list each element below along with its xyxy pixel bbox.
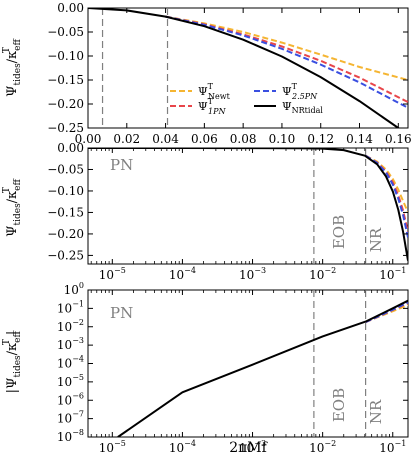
- x-tick-label: 0.12: [307, 132, 334, 146]
- y-axis-label-bottom: |Ψtides/κeffT|: [2, 330, 23, 393]
- y-tick-label: −0.05: [47, 162, 84, 176]
- region-label-pn-middle: PN: [110, 156, 133, 174]
- region-label-eob-middle: EOB: [330, 215, 348, 249]
- y-tick-label: 10−1: [57, 299, 84, 315]
- x-tick-label: 0.02: [113, 132, 140, 146]
- region-label-nr-middle: NR: [367, 227, 385, 252]
- y-tick-label: 0.00: [57, 1, 84, 15]
- y-tick-label: 0.00: [57, 141, 84, 155]
- x-tick-label: 0.04: [152, 132, 179, 146]
- y-axis-label-top: Ψtides/κeffT: [2, 38, 23, 96]
- y-tick-label: 10−4: [57, 355, 84, 371]
- x-tick-label: 10−1: [379, 439, 406, 455]
- region-label-eob-bottom: EOB: [330, 388, 348, 422]
- y-tick-label: 10−3: [57, 336, 84, 352]
- y-tick-label: −0.15: [47, 73, 84, 87]
- series-line-nrtidal: [88, 148, 408, 261]
- y-tick-label: 10−5: [57, 373, 84, 389]
- legend-label-1pn: ΨT 1PN: [198, 97, 226, 116]
- panel-top: 0.00 0.02 0.04 0.06 0.08 0.10 0.12 0.14 0.16 0.00…: [2, 1, 412, 146]
- series-line-2.5pn: [365, 154, 408, 238]
- x-tick-label: 10−4: [169, 439, 196, 455]
- region-label-pn-bottom: PN: [110, 304, 133, 322]
- x-tick-label: 0.14: [346, 132, 373, 146]
- x-tick-label: 10−5: [99, 266, 126, 282]
- x-tick-label: 0.16: [385, 132, 412, 146]
- x-tick-label: 10−3: [239, 439, 266, 455]
- y-axis-label-middle: Ψtides/κeffT: [2, 178, 23, 236]
- series-line-nrtidal: [117, 299, 408, 437]
- x-tick-label: 0.00: [75, 132, 102, 146]
- panel-bottom: 10−5 10−4 10−3 10−2 10−1 100 10−1 10−2 10−3 10−4 1…: [2, 281, 409, 455]
- series-line-2.5pn: [165, 15, 408, 109]
- y-tick-label: −0.10: [47, 184, 84, 198]
- x-tick-label: 0.10: [269, 132, 296, 146]
- legend-label-2.5pn: ΨT 2.5PN: [282, 82, 318, 101]
- y-tick-label: −0.20: [47, 97, 84, 111]
- plot-frame-bottom: [87, 289, 409, 438]
- x-tick-label: 0.06: [191, 132, 218, 146]
- y-tick-label: −0.25: [47, 121, 84, 135]
- series-line-nrtidal: [88, 8, 401, 128]
- region-label-nr-bottom: NR: [367, 399, 385, 424]
- legend: ΨT Newt ΨT 1PN ΨT 2.5PN ΨNRtidal: [170, 82, 323, 116]
- y-tick-label: −0.05: [47, 25, 84, 39]
- x-tick-label: 0.08: [230, 132, 257, 146]
- x-tick-label: 10−5: [99, 439, 126, 455]
- panel-middle: 10−5 10−4 10−3 10−2 10−1 0.00 −0.05 −0.10 −0.15 −…: [2, 141, 409, 282]
- y-tick-label: 100: [64, 281, 84, 297]
- legend-label-nrtidal: ΨNRtidal: [282, 100, 323, 115]
- y-tick-label: 10−6: [57, 391, 84, 407]
- x-tick-label: 10−1: [379, 266, 406, 282]
- plot-frame-top: [87, 7, 409, 129]
- legend-label-newt: ΨT Newt: [198, 82, 231, 101]
- y-tick-label: −0.10: [47, 49, 84, 63]
- series-line-2.5pn: [365, 301, 408, 324]
- plot-frame-middle: [87, 147, 409, 265]
- series-line-newt: [365, 154, 408, 213]
- y-tick-label: 10−7: [57, 410, 84, 426]
- y-tick-label: −0.15: [47, 205, 84, 219]
- x-tick-label: 10−4: [169, 266, 196, 282]
- y-tick-label: −0.20: [47, 227, 84, 241]
- x-tick-label: 10−3: [239, 266, 266, 282]
- y-tick-label: 10−8: [57, 428, 84, 444]
- x-tick-label: 10−2: [309, 439, 336, 455]
- x-tick-label: 10−2: [309, 266, 336, 282]
- y-tick-label: 10−2: [57, 318, 84, 334]
- x-axis-label: 2πMf: [229, 440, 268, 456]
- y-tick-label: −0.25: [47, 248, 84, 262]
